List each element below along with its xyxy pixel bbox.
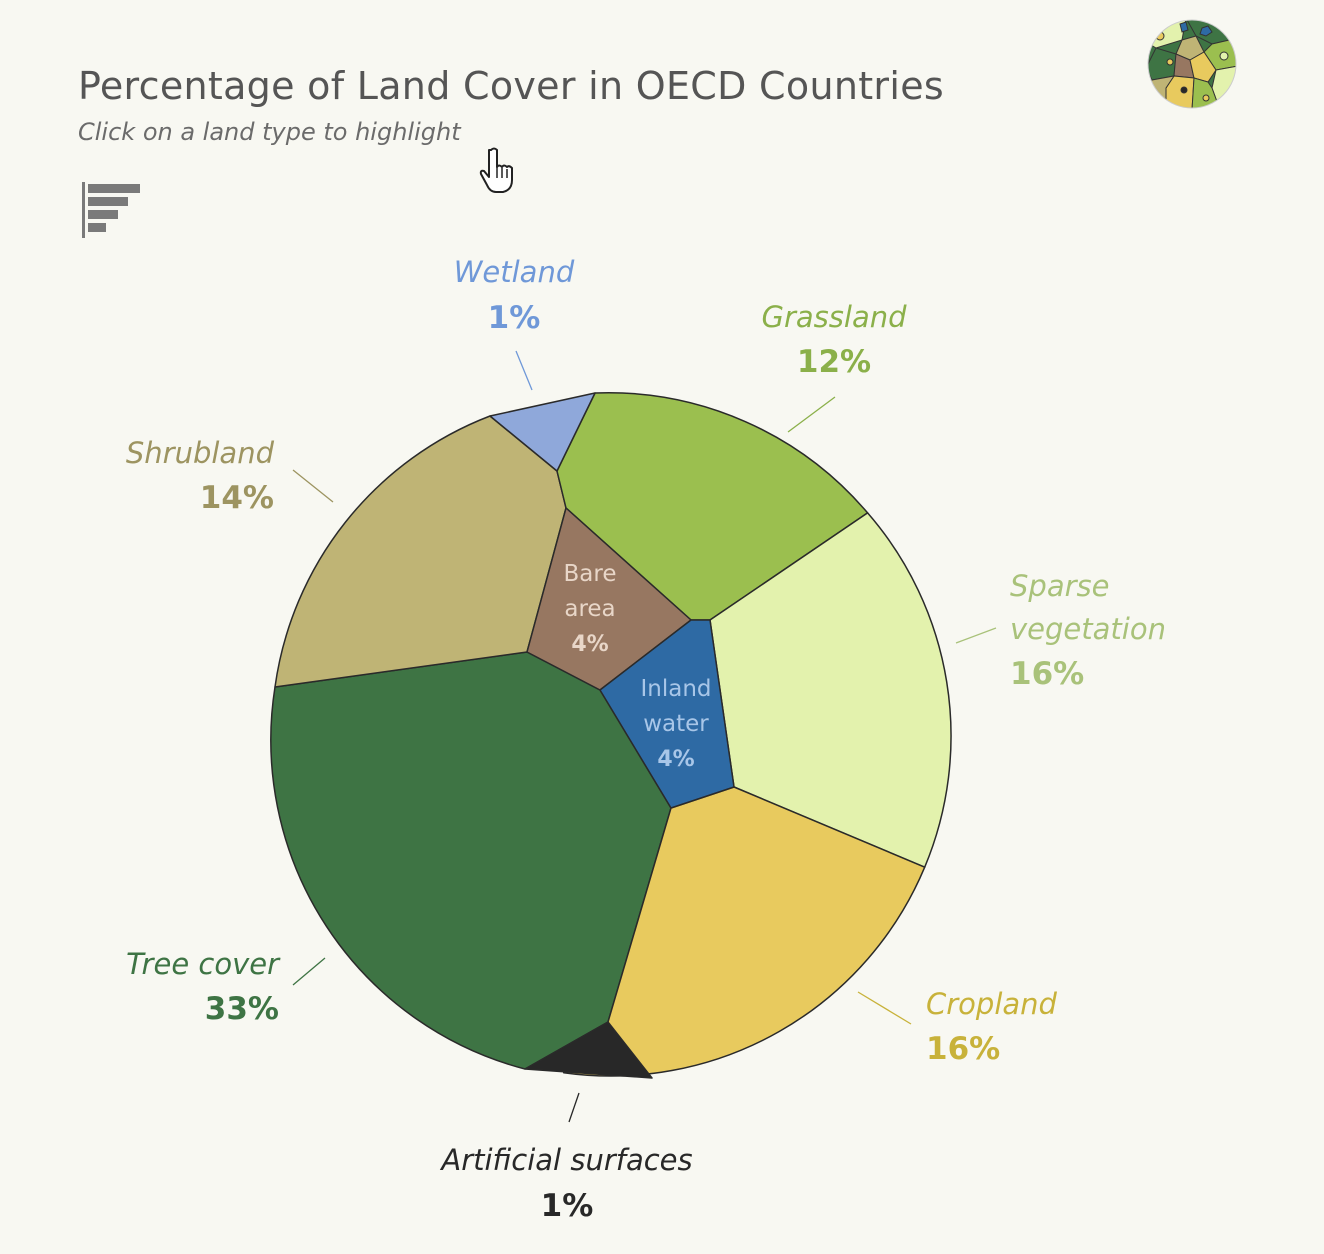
label-name-artificial-surfaces: Artificial surfaces bbox=[439, 1143, 692, 1177]
label-value-inland-water: 4% bbox=[657, 747, 694, 772]
label-name-bare-area: Bare bbox=[564, 561, 617, 587]
chart-title: Percentage of Land Cover in OECD Countri… bbox=[78, 64, 944, 108]
cell-shrubland[interactable] bbox=[274, 415, 567, 688]
label-name-sparse-vegetation: Sparse bbox=[1010, 569, 1109, 603]
label-value-tree-cover: 33% bbox=[205, 991, 279, 1027]
label-value-wetland: 1% bbox=[488, 300, 541, 336]
chart-labels: Wetland 1% Grassland 12% Shrubland 14% Sparse v… bbox=[126, 255, 1166, 1224]
leader-line-cropland bbox=[857, 991, 912, 1025]
cell-tree-cover[interactable] bbox=[270, 651, 672, 1070]
cell-cropland[interactable] bbox=[562, 786, 926, 1077]
label-value-shrubland: 14% bbox=[200, 480, 274, 516]
label-value-bare-area: 4% bbox=[571, 632, 608, 657]
label-name-tree-cover: Tree cover bbox=[126, 947, 281, 981]
label-name-bare-area: area bbox=[564, 596, 615, 622]
label-value-grassland: 12% bbox=[797, 344, 871, 380]
leader-line-wetland bbox=[515, 350, 533, 391]
leader-line-tree-cover bbox=[292, 957, 326, 986]
leader-line-sparse-vegetation bbox=[955, 627, 997, 644]
label-name-inland-water: Inland bbox=[640, 676, 711, 702]
label-value-cropland: 16% bbox=[926, 1031, 1000, 1067]
leader-line-grassland bbox=[787, 396, 836, 433]
label-name-sparse-vegetation: vegetation bbox=[1010, 612, 1166, 646]
label-name-inland-water: water bbox=[643, 711, 709, 737]
label-name-shrubland: Shrubland bbox=[126, 436, 275, 470]
chart-cells bbox=[270, 391, 952, 1079]
label-value-sparse-vegetation: 16% bbox=[1010, 656, 1084, 692]
label-value-artificial-surfaces: 1% bbox=[541, 1188, 594, 1224]
sort-descending-icon[interactable] bbox=[80, 180, 144, 242]
leader-line-shrubland bbox=[292, 469, 334, 503]
label-name-wetland: Wetland bbox=[454, 255, 575, 289]
label-name-grassland: Grassland bbox=[762, 300, 908, 334]
cell-wetland[interactable] bbox=[489, 392, 596, 472]
cell-sparse-vegetation[interactable] bbox=[709, 512, 952, 868]
chart-subtitle: Click on a land type to highlight bbox=[78, 118, 461, 146]
cell-artificial-surfaces[interactable] bbox=[524, 1021, 653, 1079]
chart-leader-lines bbox=[292, 350, 997, 1123]
cell-inland-water[interactable] bbox=[599, 619, 735, 809]
leader-line-artificial-surfaces bbox=[568, 1092, 580, 1123]
label-name-cropland: Cropland bbox=[926, 987, 1058, 1021]
land-cover-mosaic-logo-icon bbox=[1147, 19, 1237, 109]
hand-pointer-icon bbox=[479, 147, 513, 193]
